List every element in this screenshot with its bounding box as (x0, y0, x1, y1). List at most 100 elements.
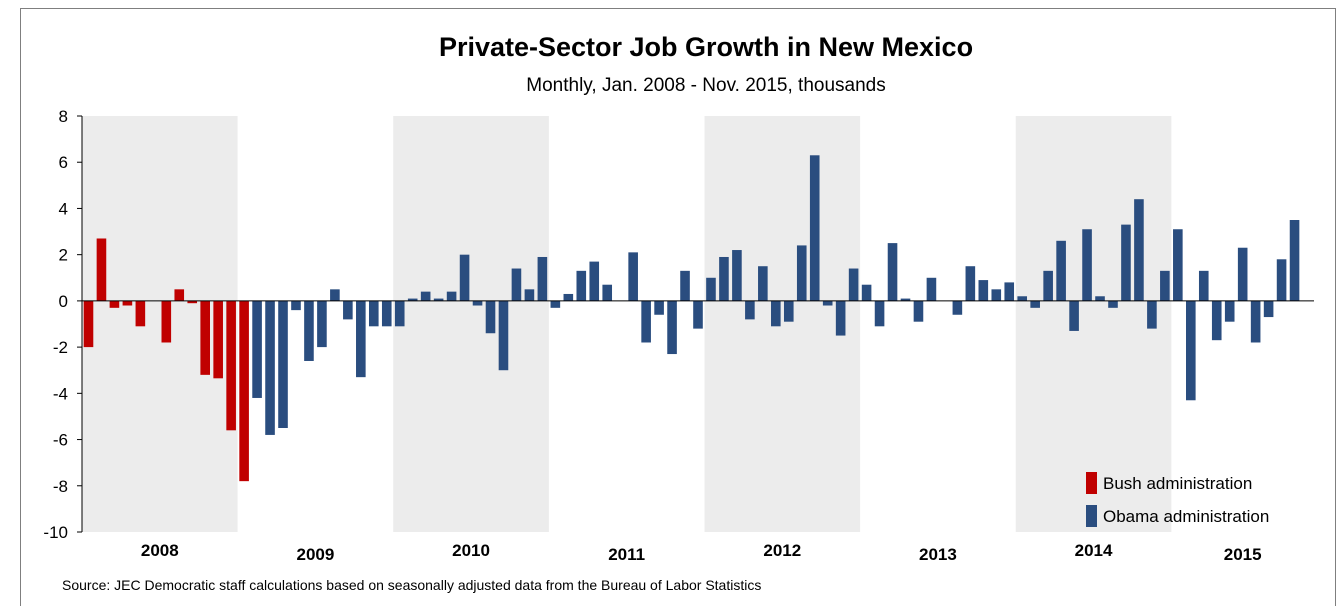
bar-2012-02 (719, 257, 729, 301)
bar-2009-06 (304, 301, 314, 361)
bar-2009-03 (265, 301, 275, 435)
bar-2013-02 (875, 301, 885, 326)
bar-2009-12 (382, 301, 392, 326)
bar-2011-08 (641, 301, 651, 343)
bar-2014-12 (1160, 271, 1170, 301)
year-label-2008: 2008 (141, 541, 179, 560)
chart-subtitle: Monthly, Jan. 2008 - Nov. 2015, thousand… (526, 75, 885, 96)
y-tick-label: 4 (59, 199, 68, 218)
bar-2008-02 (97, 238, 107, 300)
bar-2008-12 (226, 301, 236, 430)
bar-2011-12 (693, 301, 703, 329)
bar-2015-07 (1251, 301, 1261, 343)
bar-2010-12 (538, 257, 548, 301)
bar-2009-04 (278, 301, 288, 428)
bar-2012-11 (836, 301, 846, 336)
bar-2014-06 (1082, 229, 1092, 301)
legend-label-obama: Obama administration (1103, 507, 1269, 526)
bar-2011-04 (589, 262, 599, 301)
bar-2010-01 (395, 301, 405, 326)
year-band-2010 (393, 116, 549, 532)
bar-2012-07 (784, 301, 794, 322)
y-tick-label: -10 (43, 523, 68, 542)
bar-2014-02 (1030, 301, 1040, 308)
bar-2011-11 (680, 271, 690, 301)
bar-2008-01 (84, 301, 94, 347)
bar-2009-05 (291, 301, 301, 310)
bar-2012-12 (849, 269, 859, 301)
bar-2012-01 (706, 278, 716, 301)
bar-2011-10 (667, 301, 677, 354)
bar-2014-11 (1147, 301, 1157, 329)
bar-2013-10 (979, 280, 989, 301)
bar-2009-08 (330, 289, 340, 301)
bar-2010-11 (525, 289, 535, 301)
bar-2010-08 (486, 301, 496, 333)
bar-2012-09 (810, 155, 820, 301)
bar-2010-10 (512, 269, 522, 301)
source-note: Source: JEC Democratic staff calculation… (62, 577, 761, 593)
bar-2011-05 (602, 285, 612, 301)
bar-2009-02 (252, 301, 262, 398)
y-tick-label: 8 (59, 107, 68, 126)
year-label-2010: 2010 (452, 541, 490, 560)
bar-2014-04 (1056, 241, 1066, 301)
bar-2013-12 (1004, 282, 1014, 300)
bar-2014-10 (1134, 199, 1144, 301)
bar-2014-09 (1121, 225, 1131, 301)
bar-2008-05 (136, 301, 146, 326)
bar-2014-07 (1095, 296, 1105, 301)
year-label-2009: 2009 (297, 545, 335, 564)
bar-2015-01 (1173, 229, 1183, 301)
y-tick-label: -4 (53, 384, 68, 403)
bar-2015-10 (1290, 220, 1300, 301)
year-label-2013: 2013 (919, 545, 957, 564)
bar-2013-11 (991, 289, 1001, 301)
bar-2011-07 (628, 252, 638, 301)
bar-2008-08 (174, 289, 184, 301)
bar-2010-03 (421, 292, 431, 301)
bar-2015-04 (1212, 301, 1222, 340)
bar-2010-05 (447, 292, 457, 301)
bar-2009-01 (239, 301, 249, 481)
bar-2009-10 (356, 301, 366, 377)
bar-2014-01 (1017, 296, 1027, 301)
bar-2010-07 (473, 301, 483, 306)
bar-2012-04 (745, 301, 755, 319)
bar-2010-06 (460, 255, 470, 301)
bar-2011-09 (654, 301, 664, 315)
bar-2015-06 (1238, 248, 1248, 301)
y-tick-label: 6 (59, 153, 68, 172)
bar-2015-08 (1264, 301, 1274, 317)
bar-2013-03 (888, 243, 898, 301)
bar-2011-02 (564, 294, 574, 301)
bar-2014-03 (1043, 271, 1053, 301)
bar-2015-09 (1277, 259, 1287, 301)
bar-2013-06 (927, 278, 937, 301)
y-tick-label: -6 (53, 431, 68, 450)
bar-2014-05 (1069, 301, 1079, 331)
bar-2012-08 (797, 245, 807, 300)
bar-2015-02 (1186, 301, 1196, 400)
bar-2009-11 (369, 301, 379, 326)
y-tick-label: -8 (53, 477, 68, 496)
bar-2012-06 (771, 301, 781, 326)
bar-2008-11 (213, 301, 223, 378)
bar-2008-04 (123, 301, 133, 306)
year-label-2012: 2012 (763, 541, 801, 560)
bar-2009-07 (317, 301, 327, 347)
bar-2015-03 (1199, 271, 1209, 301)
bar-2010-09 (499, 301, 509, 370)
legend-label-bush: Bush administration (1103, 474, 1252, 493)
bar-2011-03 (576, 271, 586, 301)
bar-2013-08 (953, 301, 963, 315)
bar-2011-01 (551, 301, 561, 308)
bar-2008-07 (162, 301, 172, 343)
bar-2013-01 (862, 285, 872, 301)
year-label-2011: 2011 (608, 545, 645, 564)
y-tick-label: -2 (53, 338, 68, 357)
bar-2012-05 (758, 266, 768, 301)
